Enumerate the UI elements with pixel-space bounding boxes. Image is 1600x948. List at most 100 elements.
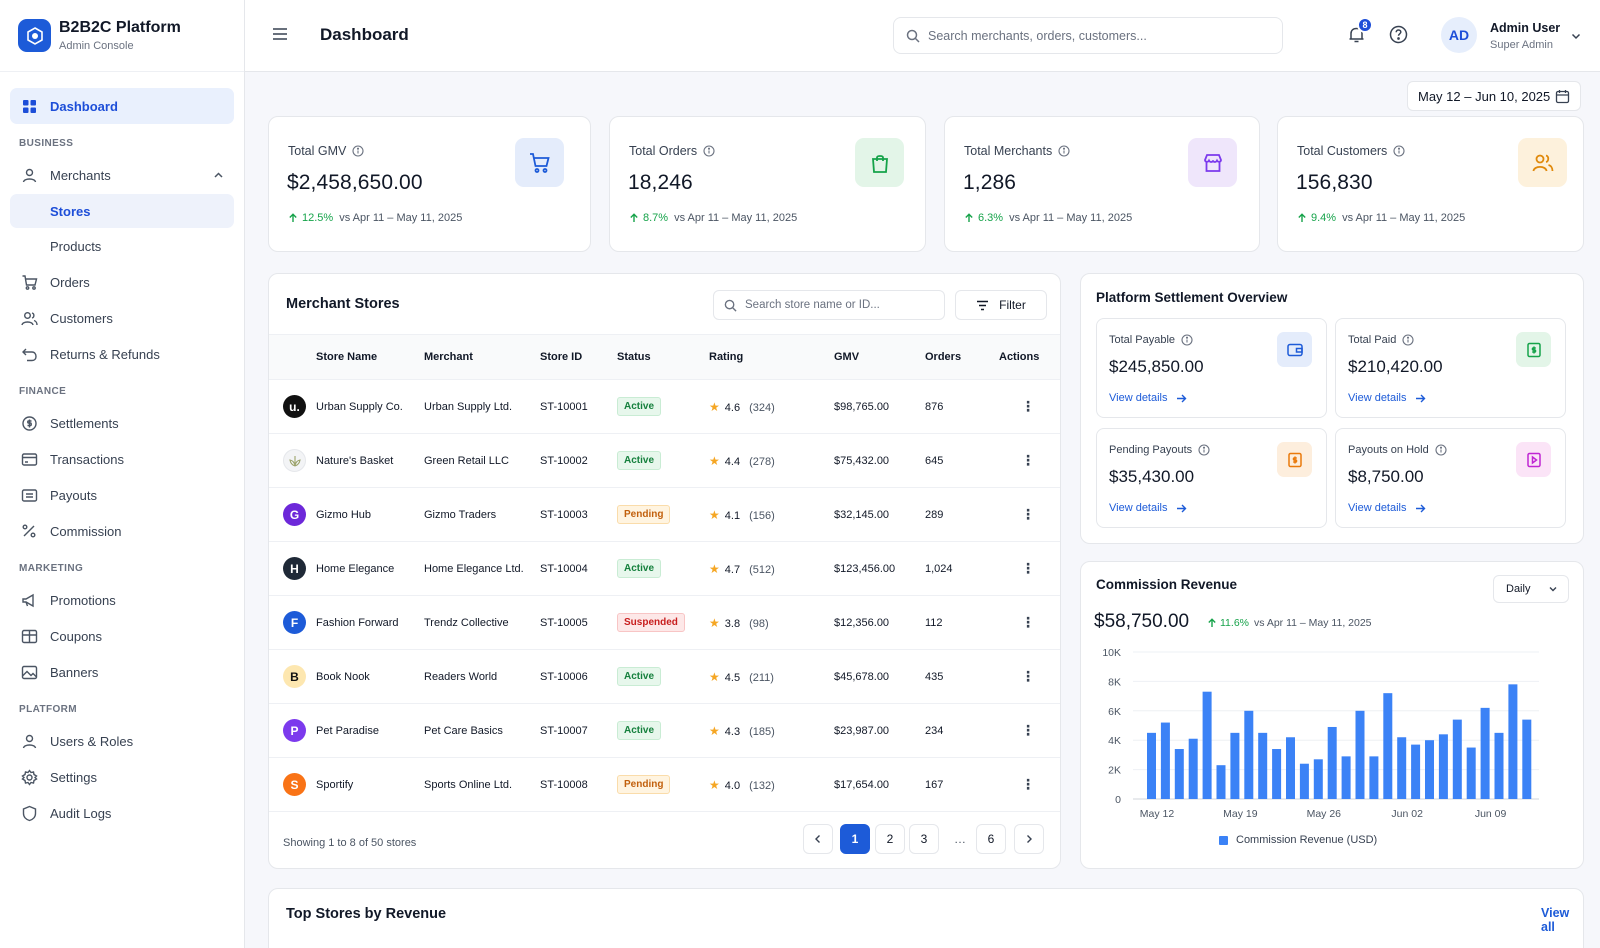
col-store-id[interactable]: Store ID	[540, 334, 617, 380]
chart-bar[interactable]	[1216, 765, 1226, 799]
help-icon[interactable]	[1389, 25, 1408, 44]
chart-bar[interactable]	[1147, 732, 1156, 799]
sidebar-item-stores[interactable]: Stores	[10, 194, 234, 228]
more-actions-icon[interactable]: ⋮	[1021, 506, 1035, 522]
sidebar-item-users-roles[interactable]: Users & Roles	[10, 723, 234, 759]
table-row[interactable]: B Book Nook Readers World ST-10006 Active ★ 4.…	[269, 649, 1060, 704]
sidebar-item-returns[interactable]: Returns & Refunds	[10, 336, 234, 372]
col-orders[interactable]: Orders	[925, 334, 999, 380]
info-icon[interactable]	[703, 145, 715, 157]
pagination-page-2[interactable]: 2	[875, 824, 905, 854]
store-name[interactable]: Fashion Forward	[316, 616, 399, 629]
period-select[interactable]: Daily	[1493, 575, 1569, 603]
chart-bar[interactable]	[1383, 693, 1393, 799]
chart-bar[interactable]	[1174, 749, 1184, 799]
pagination-page-3[interactable]: 3	[909, 824, 939, 854]
sidebar-item-banners[interactable]: Banners	[10, 654, 234, 690]
col-store-name[interactable]: Store Name	[269, 334, 424, 380]
info-icon[interactable]	[1402, 334, 1414, 346]
chart-bar[interactable]	[1452, 719, 1462, 799]
more-actions-icon[interactable]: ⋮	[1021, 614, 1035, 630]
view-details-link[interactable]: View details	[1348, 392, 1426, 404]
more-actions-icon[interactable]: ⋮	[1021, 776, 1035, 792]
chart-bar[interactable]	[1160, 722, 1170, 799]
info-icon[interactable]	[1435, 444, 1447, 456]
store-name[interactable]: Nature's Basket	[316, 454, 394, 467]
sidebar-item-commission[interactable]: Commission	[10, 513, 234, 549]
more-actions-icon[interactable]: ⋮	[1021, 452, 1035, 468]
chevron-down-icon[interactable]	[1570, 30, 1582, 42]
chart-bar[interactable]	[1480, 707, 1490, 799]
chart-bar[interactable]	[1425, 740, 1434, 799]
chart-bar[interactable]	[1397, 737, 1407, 799]
chart-bar[interactable]	[1508, 684, 1518, 799]
filter-button[interactable]: Filter	[955, 290, 1047, 320]
chart-bar[interactable]	[1244, 710, 1254, 799]
sidebar-item-promotions[interactable]: Promotions	[10, 582, 234, 618]
pagination-next-button[interactable]	[1014, 824, 1044, 854]
chart-bar[interactable]	[1202, 691, 1212, 799]
chevron-up-icon[interactable]	[213, 170, 224, 181]
chart-bar[interactable]	[1188, 738, 1198, 799]
table-row[interactable]: u. Urban Supply Co. Urban Supply Ltd. ST-10…	[269, 379, 1060, 434]
more-actions-icon[interactable]: ⋮	[1021, 722, 1035, 738]
store-name[interactable]: Urban Supply Co.	[316, 400, 403, 413]
more-actions-icon[interactable]: ⋮	[1021, 560, 1035, 576]
chart-bar[interactable]	[1494, 732, 1504, 799]
chart-bar[interactable]	[1313, 759, 1323, 799]
col-gmv[interactable]: GMV	[834, 334, 925, 380]
chart-bar[interactable]	[1230, 732, 1240, 799]
chart-bar[interactable]	[1355, 710, 1365, 799]
col-status[interactable]: Status	[617, 334, 709, 380]
sidebar-item-coupons[interactable]: Coupons	[10, 618, 234, 654]
sidebar-item-settlements[interactable]: Settlements	[10, 405, 234, 441]
col-merchant[interactable]: Merchant	[424, 334, 540, 380]
store-name[interactable]: Home Elegance	[316, 562, 395, 575]
store-search-input[interactable]	[745, 299, 944, 311]
sidebar-item-transactions[interactable]: Transactions	[10, 441, 234, 477]
store-name[interactable]: Sportify	[316, 778, 354, 791]
info-icon[interactable]	[1393, 145, 1405, 157]
hamburger-menu-icon[interactable]	[271, 25, 289, 43]
table-row[interactable]: H Home Elegance Home Elegance Ltd. ST-10004…	[269, 541, 1060, 596]
chart-bar[interactable]	[1438, 734, 1448, 799]
notifications-button[interactable]: 8	[1347, 17, 1373, 44]
chart-bar[interactable]	[1341, 756, 1351, 799]
global-search[interactable]	[893, 17, 1283, 54]
date-range-picker[interactable]: May 12 – Jun 10, 2025	[1407, 81, 1581, 111]
sidebar-item-settings[interactable]: Settings	[10, 759, 234, 795]
chart-bar[interactable]	[1522, 719, 1532, 799]
sidebar-item-orders[interactable]: Orders	[10, 264, 234, 300]
store-name[interactable]: Pet Paradise	[316, 724, 379, 737]
chart-bar[interactable]	[1466, 747, 1476, 799]
view-details-link[interactable]: View details	[1109, 502, 1187, 514]
table-row[interactable]: G Gizmo Hub Gizmo Traders ST-10003 Pending ★ 4…	[269, 487, 1060, 542]
info-icon[interactable]	[1058, 145, 1070, 157]
view-all-link[interactable]: View all	[1541, 906, 1570, 934]
store-search[interactable]	[713, 290, 945, 320]
table-row[interactable]: Nature's Basket Green Retail LLC ST-10002 A…	[269, 433, 1060, 488]
sidebar-item-merchants[interactable]: Merchants	[10, 157, 234, 193]
more-actions-icon[interactable]: ⋮	[1021, 668, 1035, 684]
info-icon[interactable]	[352, 145, 364, 157]
info-icon[interactable]	[1181, 334, 1193, 346]
pagination-page-1[interactable]: 1	[840, 824, 870, 854]
table-row[interactable]: P Pet Paradise Pet Care Basics ST-10007 Acti…	[269, 703, 1060, 758]
col-rating[interactable]: Rating	[709, 334, 834, 380]
sidebar-item-products[interactable]: Products	[50, 238, 102, 254]
sidebar-item-dashboard[interactable]: Dashboard	[10, 88, 234, 124]
info-icon[interactable]	[1198, 444, 1210, 456]
chart-bar[interactable]	[1411, 744, 1421, 799]
sidebar-item-payouts[interactable]: Payouts	[10, 477, 234, 513]
view-details-link[interactable]: View details	[1348, 502, 1426, 514]
store-name[interactable]: Book Nook	[316, 670, 370, 683]
chart-bar[interactable]	[1272, 749, 1282, 799]
pagination-page-6[interactable]: 6	[976, 824, 1006, 854]
sidebar-item-customers[interactable]: Customers	[10, 300, 234, 336]
chart-bar[interactable]	[1299, 763, 1309, 799]
store-name[interactable]: Gizmo Hub	[316, 508, 372, 521]
more-actions-icon[interactable]: ⋮	[1021, 398, 1035, 414]
table-row[interactable]: F Fashion Forward Trendz Collective ST-1000…	[269, 595, 1060, 650]
sidebar-item-audit-logs[interactable]: Audit Logs	[10, 795, 234, 831]
chart-bar[interactable]	[1327, 726, 1337, 799]
